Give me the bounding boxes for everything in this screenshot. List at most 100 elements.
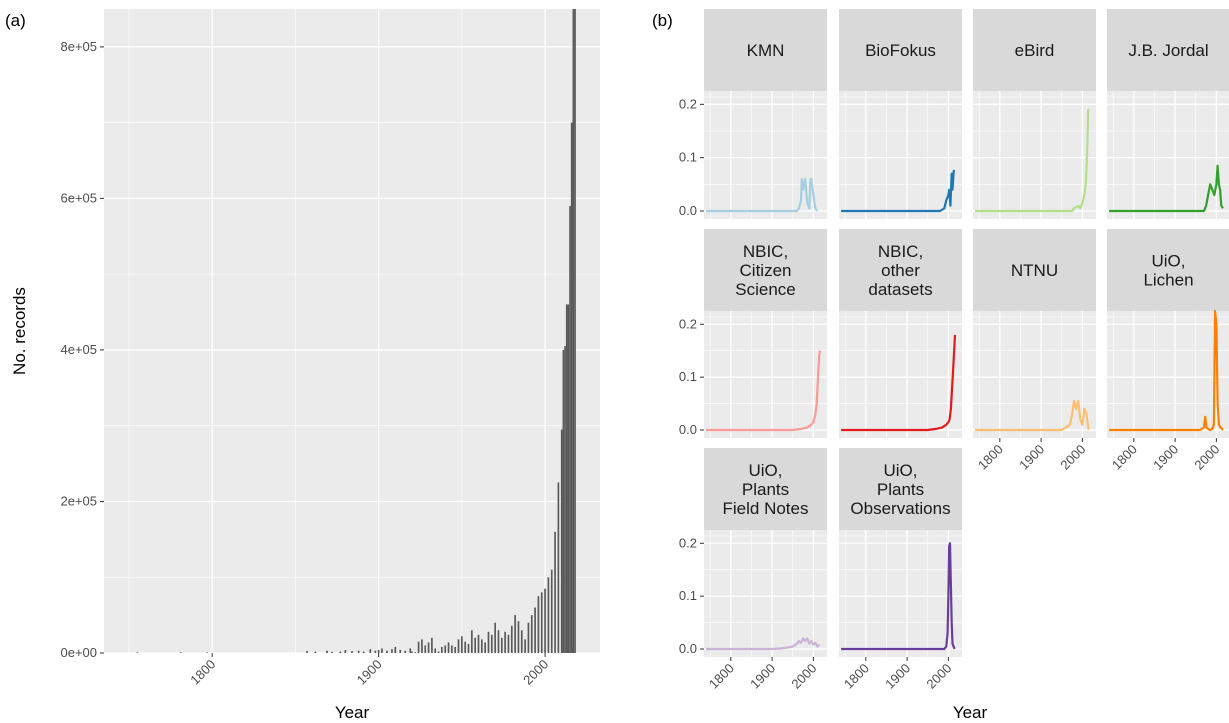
facet-strip [704, 229, 827, 311]
series-line [1109, 164, 1224, 213]
bar [497, 630, 500, 653]
facet-strip-label: UiO, [749, 461, 783, 480]
facet-strip [704, 448, 827, 530]
bar [510, 625, 513, 653]
panel-a-bars [136, 9, 576, 654]
x-tick-label: 2000 [788, 661, 819, 692]
bar [414, 652, 417, 653]
series-line [706, 350, 822, 432]
y-tick-label: 0.2 [679, 535, 697, 550]
x-tick-label: 1800 [975, 442, 1006, 473]
bar [374, 650, 377, 653]
facet-panel: UiO,Lichen 1800 1900 2000 [1107, 229, 1229, 473]
x-tick-label: 1900 [354, 657, 385, 688]
bar [537, 596, 540, 653]
bar [500, 637, 503, 653]
panel-a-chart: 0e+00 2e+05 4e+05 6e+05 8e+05 1800 1900 2000 Y… [10, 9, 629, 722]
x-tick-label: 1800 [841, 661, 872, 692]
series-line [1109, 309, 1224, 432]
bar [557, 482, 560, 653]
panel-a-grid [104, 9, 629, 654]
bar [431, 637, 433, 653]
bar [562, 349, 565, 653]
facet-strip-label: other [881, 261, 920, 280]
facet-plot-area [704, 530, 827, 657]
facet-strip-label: J.B. Jordal [1128, 41, 1208, 60]
y-tick-label: 0.0 [679, 641, 697, 656]
bar [369, 649, 372, 653]
facet-strip-label: NBIC, [743, 242, 788, 261]
bar [394, 646, 397, 653]
y-tick-label: 6e+05 [60, 190, 97, 205]
series-line [841, 169, 955, 213]
bar [560, 429, 563, 653]
y-tick-label: 0.1 [679, 150, 697, 165]
bar [339, 651, 342, 653]
facet-plot-area [1107, 91, 1229, 219]
bar [447, 642, 450, 653]
series-line [706, 177, 819, 213]
x-tick-label: 1900 [882, 661, 913, 692]
bar [306, 651, 308, 653]
x-tick-label: 1800 [1109, 442, 1140, 473]
series-line [975, 108, 1090, 213]
bar [206, 652, 209, 654]
bar [534, 607, 536, 653]
facet-strip [704, 9, 827, 91]
facet-strip [973, 9, 1096, 91]
bar [477, 634, 480, 653]
bar [570, 122, 573, 654]
facet-strip-label: BioFokus [865, 41, 936, 60]
bar [480, 639, 483, 653]
facet-plot-area [839, 530, 962, 657]
bar [564, 346, 566, 653]
bar [437, 651, 440, 653]
bar [520, 630, 523, 653]
facet-strip [839, 229, 962, 311]
facet-panel: eBird [973, 9, 1096, 219]
series-line [841, 334, 957, 432]
bar [326, 650, 328, 653]
facet-strip-label: Field Notes [723, 499, 809, 518]
facet-strip-label: NTNU [1011, 261, 1058, 280]
y-tick-label: 0.1 [679, 369, 697, 384]
x-tick-label: 1900 [1150, 442, 1181, 473]
bar [351, 651, 353, 653]
bar [567, 304, 570, 653]
bar [517, 621, 520, 653]
x-tick-label: 2000 [520, 657, 551, 688]
y-tick-label: 0.2 [679, 96, 697, 111]
facet-panel: KMN 0.0 0.1 0.2 [679, 9, 827, 219]
bar [514, 615, 516, 653]
y-tick-label: 0.0 [679, 203, 697, 218]
bar [381, 648, 383, 653]
y-tick-label: 0.1 [679, 588, 697, 603]
bar [451, 645, 453, 653]
series-line [975, 399, 1090, 432]
facet-strip-label: Plants [877, 480, 924, 499]
bar [474, 637, 476, 653]
bar [467, 643, 470, 653]
bar [377, 649, 380, 653]
bar [331, 651, 333, 653]
y-tick-label: 4e+05 [60, 342, 97, 357]
bar [409, 648, 412, 653]
bar [471, 630, 473, 653]
bar [136, 652, 139, 653]
x-tick-label: 2000 [1191, 442, 1222, 473]
panel-a-label: (a) [5, 11, 26, 30]
bar [484, 642, 486, 653]
series-line [706, 637, 821, 651]
series-line [841, 542, 956, 651]
x-tick-label: 1900 [747, 661, 778, 692]
bar [386, 650, 388, 653]
bar [427, 642, 430, 653]
panel-a-y-axis: 0e+00 2e+05 4e+05 6e+05 8e+05 [60, 39, 104, 660]
facet-strip-label: Science [735, 280, 795, 299]
bar [494, 622, 496, 653]
bar [457, 639, 460, 653]
y-tick-label: 0e+00 [60, 645, 97, 660]
facet-strip-label: Observations [850, 499, 950, 518]
facet-plot-area [973, 91, 1096, 219]
